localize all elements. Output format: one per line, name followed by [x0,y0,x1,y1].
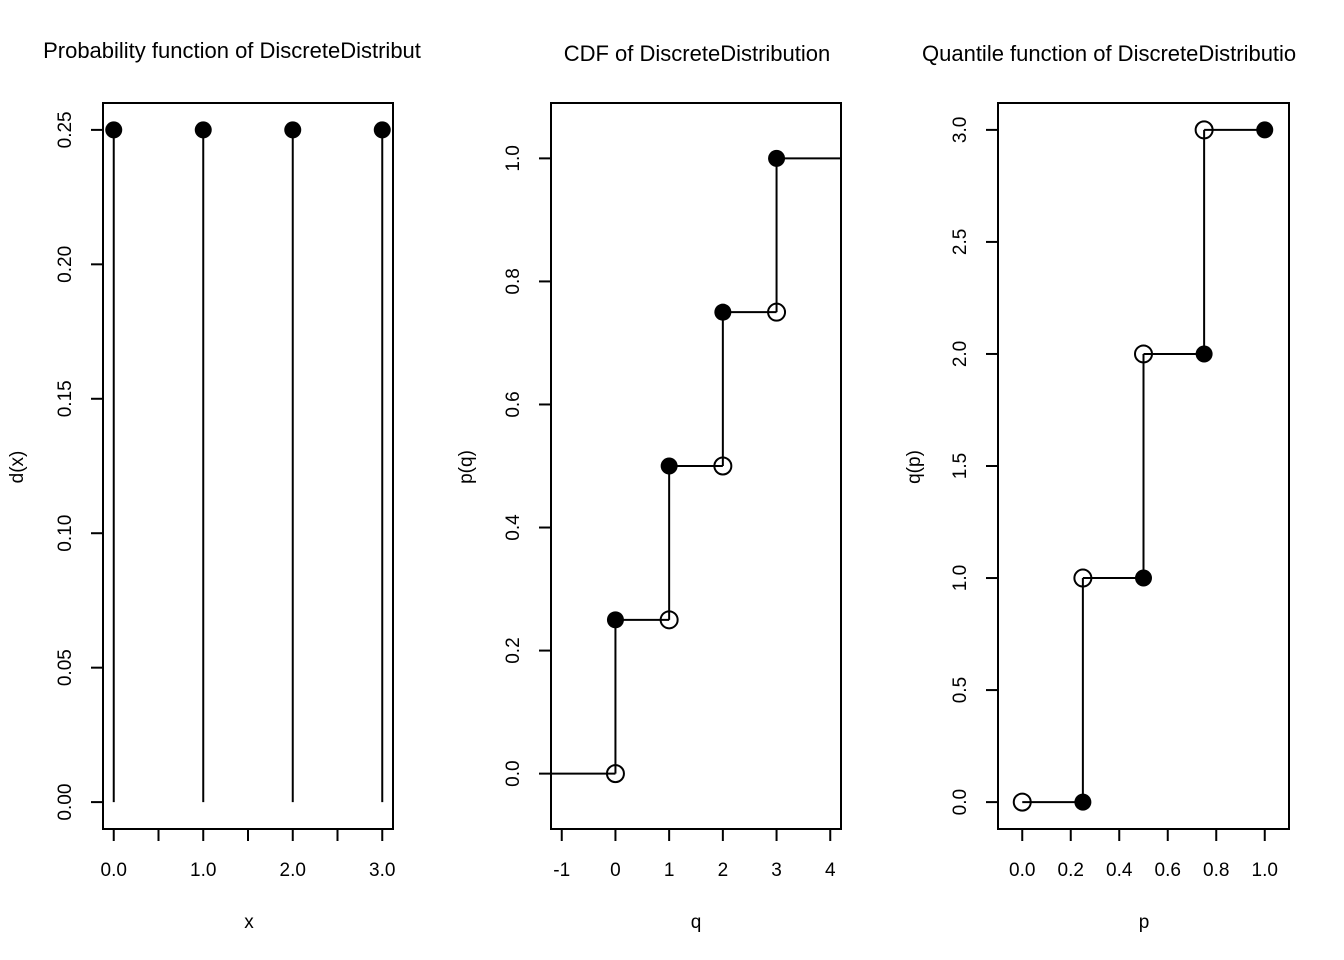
cdf-x-tick-label: 2 [718,860,729,881]
cdf-y-axis-label: p(q) [456,450,477,484]
cdf-title: CDF of DiscreteDistribution [564,41,831,66]
quantile-y-tick-label: 0.5 [950,677,971,703]
cdf-open-point [659,610,679,630]
pmf-x-tick-label: 3.0 [369,860,395,881]
pmf-y-tick-label: 0.15 [55,380,76,417]
quantile-x-tick-label: 0.0 [1009,860,1035,881]
cdf-x-tick-label: 0 [610,860,621,881]
quantile-x-tick-label: 1.0 [1252,860,1278,881]
cdf-closed-point [768,149,786,167]
cdf-y-tick-label: 0.8 [503,268,524,294]
cdf-x-tick-label: 4 [825,860,836,881]
pmf-x-tick-label: 2.0 [280,860,306,881]
cdf-plot-frame [550,102,842,830]
quantile-y-tick-label: 2.5 [950,229,971,255]
cdf-y-tick-label: 0.2 [503,637,524,663]
quantile-y-tick-label: 2.0 [950,341,971,367]
quantile-open-point [1073,568,1093,588]
quantile-y-tick-label: 0.0 [950,789,971,815]
pmf-x-axis-label: x [244,912,254,933]
pmf-y-tick-label: 0.20 [55,246,76,283]
pmf-title: Probability function of DiscreteDistribu… [43,38,421,63]
pmf-panel: Probability function of DiscreteDistribu… [7,38,421,933]
cdf-x-tick-label: 3 [771,860,782,881]
pmf-y-tick-label: 0.00 [55,784,76,821]
pmf-plot-frame [102,102,394,830]
pmf-y-tick-label: 0.25 [55,111,76,148]
cdf-y-tick-label: 0.4 [503,514,524,541]
cdf-y-tick-label: 0.6 [503,391,524,417]
cdf-y-tick-label: 1.0 [503,145,524,171]
quantile-open-point [1012,792,1032,812]
quantile-title: Quantile function of DiscreteDistributio [922,41,1296,66]
quantile-closed-point [1135,569,1152,587]
quantile-panel: Quantile function of DiscreteDistributio… [904,41,1296,933]
quantile-closed-point [1195,345,1213,363]
cdf-data-layer [551,157,841,775]
quantile-closed-point [1256,121,1274,139]
cdf-closed-point [660,457,678,475]
pmf-y-axis-label: d(x) [7,451,28,484]
pmf-point [105,121,123,139]
pmf-x-tick-label: 1.0 [190,860,216,881]
quantile-y-tick-label: 1.5 [950,453,971,479]
quantile-y-tick-label: 3.0 [950,117,971,143]
cdf-x-axis-label: q [691,912,702,933]
cdf-open-point [713,456,733,476]
cdf-y-tick-label: 0.0 [503,760,524,786]
pmf-y-tick-label: 0.10 [55,515,76,552]
cdf-open-point [605,764,625,784]
pmf-point [284,121,302,139]
quantile-open-point [1134,344,1153,364]
quantile-x-tick-label: 0.4 [1106,860,1133,881]
cdf-x-tick-label: -1 [553,860,570,881]
quantile-x-tick-label: 0.6 [1155,860,1181,881]
cdf-closed-point [606,611,624,629]
pmf-data-layer [105,121,391,803]
pmf-point [373,121,391,139]
quantile-x-tick-label: 0.2 [1058,860,1084,881]
quantile-y-tick-label: 1.0 [950,565,971,591]
cdf-x-tick-label: 1 [664,860,675,881]
quantile-y-axis-label: q(p) [904,450,925,484]
pmf-point [194,121,212,139]
quantile-open-point [1194,120,1214,140]
cdf-open-point [767,302,787,322]
pmf-x-tick-label: 0.0 [101,860,127,881]
quantile-data-layer [1022,128,1265,804]
pmf-y-tick-label: 0.05 [55,649,76,686]
cdf-panel: CDF of DiscreteDistribution q p(q) -1 0 1 2… [456,41,842,933]
quantile-x-tick-label: 0.8 [1203,860,1229,881]
quantile-x-axis-label: p [1139,912,1150,933]
quantile-closed-point [1074,793,1092,811]
cdf-closed-point [714,303,732,321]
